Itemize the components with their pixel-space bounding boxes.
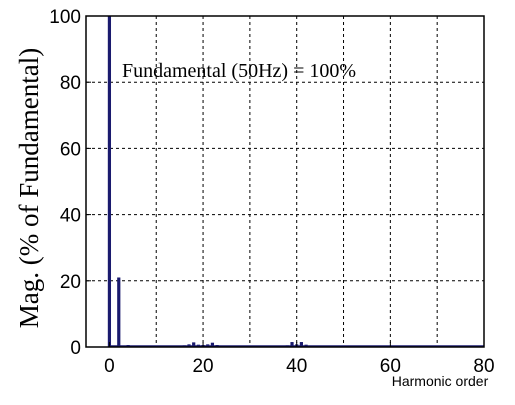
x-tick-label: 20 xyxy=(192,356,213,377)
x-tick-label: 60 xyxy=(380,356,401,377)
grid-lines xyxy=(86,16,484,347)
harmonic-bar xyxy=(192,342,196,347)
harmonic-bar xyxy=(299,342,303,347)
harmonic-bar xyxy=(210,342,215,347)
y-tick-label: 60 xyxy=(60,139,81,160)
x-tick-label: 80 xyxy=(473,356,494,377)
plot-frame xyxy=(85,15,485,348)
harmonic-bar xyxy=(107,16,112,347)
fundamental-annotation: Fundamental (50Hz) = 100% xyxy=(122,60,356,82)
harmonic-bar xyxy=(117,277,121,347)
x-tick-label: 40 xyxy=(286,356,307,377)
y-tick-label: 80 xyxy=(60,73,81,94)
harmonic-bar xyxy=(290,342,294,347)
y-tick-label: 0 xyxy=(70,338,81,359)
y-tick-label: 100 xyxy=(49,7,81,28)
y-tick-label: 40 xyxy=(60,206,81,227)
x-tick-label: 0 xyxy=(104,356,115,377)
axis-ticks: 0 20 40 60 80 0 20 40 60 80 100 xyxy=(49,7,494,377)
x-axis-title: Harmonic order xyxy=(392,373,489,389)
y-tick-label: 20 xyxy=(60,272,81,293)
y-axis-title: Mag. (% of Fundamental) xyxy=(14,48,44,328)
